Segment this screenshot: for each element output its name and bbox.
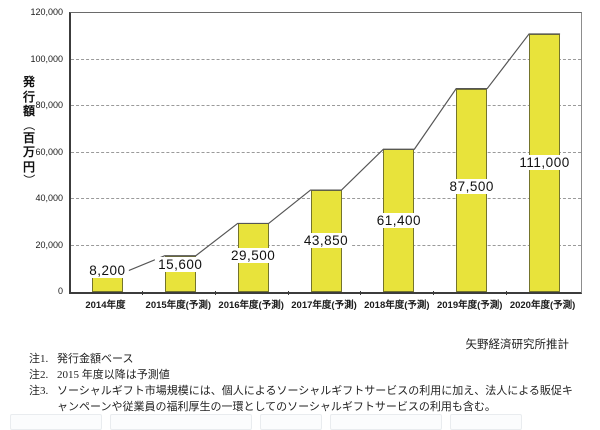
cropped-ui-fragment [450,414,522,430]
x-tick-mark [433,291,435,295]
y-axis-title-char: ） [21,173,36,187]
cropped-ui-fragment [110,414,252,430]
footnote-label: 注3. [29,385,49,397]
x-axis-label: 2018年度(予測) [364,300,430,311]
plot-area: 8,200 15,600 29,500 43,850 61,400 87,500 111,0… [69,12,582,294]
source-attribution: 矢野経済研究所推計 [465,339,570,351]
footnote: 注3. ソーシャルギフト市場規模には、個人によるソーシャルギフトサービスの利用に加… [29,383,579,415]
bar-value-label: 8,200 [86,263,129,278]
gridline [71,58,581,60]
footnote-text: 2015 年度以降は予測値 [57,369,170,381]
y-axis-title-char: 円 [22,159,35,174]
y-tick-label: 60,000 [35,146,63,157]
y-axis-title-char: 発 [22,75,35,89]
y-axis-title-char: 百 [22,130,35,145]
x-axis-label: 2017年度(予測) [291,300,357,311]
bar-value-label: 61,400 [373,213,424,228]
cropped-bottom-ui-strip [10,414,570,430]
y-axis-title-char: 額 [22,104,35,118]
x-axis-label: 2016年度(予測) [218,300,284,311]
y-axis-title-char: （ [21,118,36,131]
x-tick-mark [360,291,362,295]
x-tick-mark [287,291,289,295]
x-axis-label: 2014年度 [85,300,126,311]
x-axis-label: 2020年度(予測) [509,300,576,311]
y-axis-title-char: 万 [22,145,35,159]
x-axis-label: 2019年度(予測) [436,300,503,311]
y-axis-title-char: 行 [22,89,35,104]
gridline [71,105,581,106]
x-tick-mark [141,291,143,295]
x-tick-mark [506,291,508,295]
bar-value-label: 111,000 [516,155,573,170]
y-tick-label: 40,000 [35,193,63,203]
footnote: 注1. 発行金額ベース [29,351,579,367]
footnote-label: 注2. [29,369,49,381]
bar-value-label: 87,500 [446,179,497,194]
x-axis-label: 2015年度(予測) [145,300,212,311]
cropped-ui-fragment [330,414,442,430]
bar-value-label: 43,850 [300,233,352,248]
cropped-ui-fragment [10,414,102,430]
y-tick-label: 80,000 [35,100,63,110]
gridline [71,151,581,153]
bar-value-label: 29,500 [227,248,279,263]
footnote-label: 注1. [29,353,49,365]
footnotes: 注1. 発行金額ベース 注2. 2015 年度以降は予測値 注3. ソーシャルギフト市場規… [29,351,579,415]
y-tick-label: 120,000 [30,7,63,17]
footnote-text: ソーシャルギフト市場規模には、個人によるソーシャルギフトサービスの利用に加え、法… [57,385,573,413]
y-axis-title: 発行額（百万円） [21,75,37,186]
footnote-text: 発行金額ベース [57,353,134,365]
bar-value-label: 15,600 [155,257,206,272]
y-tick-label: 20,000 [35,239,63,250]
cropped-ui-fragment [260,414,322,430]
y-tick-label: 100,000 [30,53,63,64]
footnote: 注2. 2015 年度以降は予測値 [29,367,579,383]
y-tick-label: 0 [57,286,63,296]
x-tick-mark [214,291,216,295]
